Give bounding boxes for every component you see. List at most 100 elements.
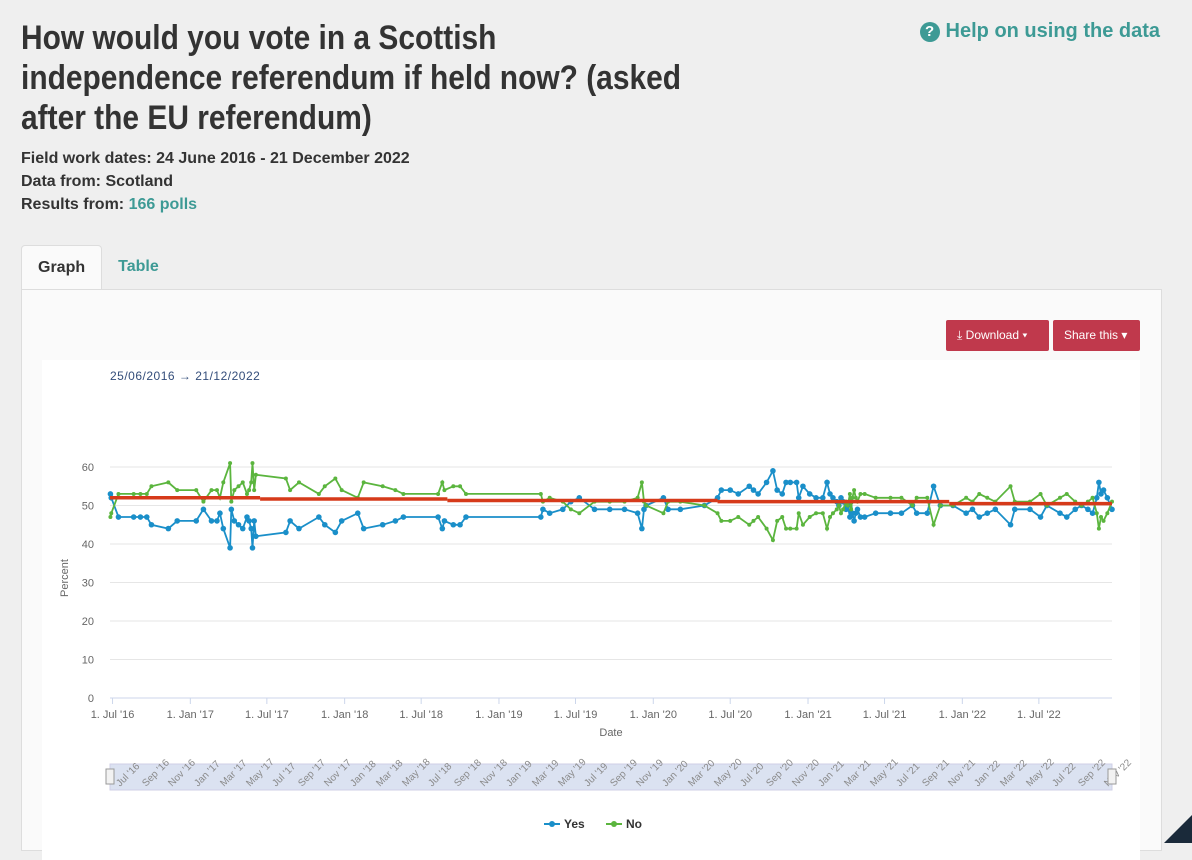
data-point-yes bbox=[984, 510, 991, 516]
data-point-yes bbox=[827, 491, 833, 497]
chart-container: 25/06/2016 → 21/12/2022 0 10 20 30 40 50 60 Per… bbox=[42, 360, 1140, 860]
data-point-no bbox=[116, 491, 121, 496]
data-point-yes bbox=[115, 514, 122, 520]
data-point-yes bbox=[1027, 506, 1033, 513]
data-point-yes bbox=[787, 479, 794, 486]
x-tick-label: 1. Jan '20 bbox=[630, 709, 677, 721]
x-tick-label: 1. Jul '21 bbox=[863, 709, 907, 721]
data-point-no bbox=[380, 484, 385, 489]
data-point-yes bbox=[779, 491, 786, 497]
data-point-no bbox=[333, 476, 338, 481]
data-point-no bbox=[661, 511, 666, 516]
fieldwork-label: Field work dates: bbox=[21, 150, 152, 167]
data-point-yes bbox=[220, 525, 227, 532]
x-axis-title: Date bbox=[599, 727, 622, 739]
date-range-label: 25/06/2016 → 21/12/2022 bbox=[110, 369, 261, 383]
data-point-yes bbox=[813, 495, 819, 501]
data-point-yes bbox=[1089, 510, 1096, 516]
data-point-no bbox=[1038, 491, 1043, 496]
data-point-yes bbox=[639, 525, 645, 532]
data-point-yes bbox=[665, 506, 671, 513]
data-point-no bbox=[1096, 526, 1101, 531]
data-point-no bbox=[862, 491, 867, 496]
caret-down-icon: ▾ bbox=[1121, 328, 1128, 342]
data-point-yes bbox=[1085, 506, 1091, 513]
data-point-no bbox=[914, 495, 919, 500]
data-point-yes bbox=[1007, 521, 1014, 528]
data-point-yes bbox=[770, 468, 776, 474]
data-point-yes bbox=[463, 514, 469, 520]
data-point-yes bbox=[591, 506, 598, 513]
data-point-no bbox=[985, 495, 990, 500]
data-point-yes bbox=[228, 506, 235, 513]
data-point-yes bbox=[774, 487, 780, 493]
data-point-yes bbox=[634, 510, 641, 516]
download-icon: ⤓ bbox=[957, 328, 963, 342]
data-point-yes bbox=[546, 510, 553, 516]
data-point-no bbox=[747, 522, 752, 527]
data-point-no bbox=[322, 484, 327, 489]
data-point-yes bbox=[898, 510, 905, 516]
share-button[interactable]: Share this ▾ bbox=[1053, 320, 1140, 351]
data-from-label: Data from: bbox=[21, 173, 102, 190]
y-tick-label: 0 bbox=[88, 693, 94, 705]
data-point-no bbox=[847, 491, 852, 496]
data-point-yes bbox=[763, 479, 770, 486]
data-point-yes bbox=[800, 483, 806, 490]
data-point-yes bbox=[887, 510, 894, 516]
data-point-no bbox=[138, 491, 143, 496]
data-point-yes bbox=[143, 514, 150, 520]
data-point-no bbox=[568, 507, 573, 512]
help-link[interactable]: ? Help on using the data bbox=[919, 20, 1160, 43]
data-point-yes bbox=[750, 487, 757, 493]
data-point-yes bbox=[392, 518, 399, 524]
fieldwork-value: 24 June 2016 - 21 December 2022 bbox=[156, 150, 410, 167]
data-point-yes bbox=[806, 491, 813, 497]
data-point-no bbox=[577, 511, 582, 516]
caret-down-icon: ▾ bbox=[1022, 328, 1028, 342]
data-point-yes bbox=[963, 510, 969, 516]
download-button[interactable]: ⤓ Download ▾ bbox=[946, 320, 1049, 351]
data-point-no bbox=[899, 495, 904, 500]
legend-label-no[interactable]: No bbox=[626, 817, 642, 831]
data-point-no bbox=[910, 503, 915, 508]
data-point-no bbox=[249, 480, 254, 485]
data-point-no bbox=[175, 488, 180, 493]
data-point-no bbox=[109, 511, 114, 516]
data-point-yes bbox=[930, 483, 937, 490]
data-point-no bbox=[838, 511, 843, 516]
legend-label-yes[interactable]: Yes bbox=[564, 817, 585, 831]
data-point-yes bbox=[1063, 514, 1070, 520]
question-circle-icon: ? bbox=[919, 21, 940, 42]
data-point-yes bbox=[1057, 510, 1063, 516]
data-point-no bbox=[247, 488, 252, 493]
data-point-yes bbox=[793, 479, 800, 486]
tab-graph[interactable]: Graph bbox=[21, 245, 103, 290]
tab-table[interactable]: Table bbox=[118, 258, 159, 275]
view-tabs: Graph Table bbox=[21, 245, 175, 291]
data-point-yes bbox=[851, 518, 857, 524]
data-point-no bbox=[639, 480, 644, 485]
data-point-no bbox=[228, 461, 233, 466]
data-point-no bbox=[925, 495, 930, 500]
data-point-no bbox=[794, 526, 799, 531]
x-tick-label: 1. Jul '20 bbox=[708, 709, 752, 721]
data-point-yes bbox=[1100, 487, 1107, 493]
polls-count-link[interactable]: 166 polls bbox=[128, 196, 198, 213]
x-tick-label: 1. Jan '19 bbox=[475, 709, 522, 721]
navigator-handle-left[interactable] bbox=[105, 768, 115, 785]
data-point-no bbox=[458, 484, 463, 489]
share-label: Share this bbox=[1064, 328, 1119, 342]
data-point-yes bbox=[400, 514, 407, 520]
data-point-yes bbox=[538, 514, 544, 520]
corner-decoration bbox=[1164, 815, 1192, 843]
data-point-no bbox=[244, 491, 249, 496]
navigator-handle-right[interactable] bbox=[1107, 768, 1117, 785]
data-point-yes bbox=[251, 518, 257, 524]
data-point-no bbox=[1099, 515, 1104, 520]
data-point-yes bbox=[193, 518, 200, 524]
data-point-no bbox=[144, 491, 149, 496]
data-point-no bbox=[240, 480, 245, 485]
data-point-no bbox=[1090, 495, 1095, 500]
data-point-no bbox=[232, 488, 237, 493]
